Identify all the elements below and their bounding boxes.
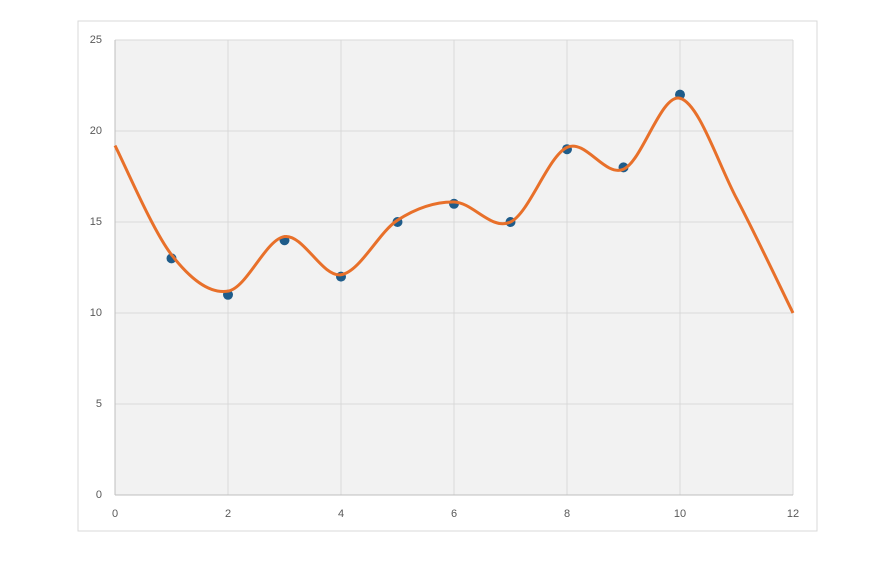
x-tick-label: 4 [338, 508, 344, 520]
y-tick-label: 20 [90, 125, 102, 137]
y-tick-label: 25 [90, 34, 102, 46]
y-tick-label: 0 [96, 489, 102, 501]
x-tick-label: 12 [787, 508, 799, 520]
y-tick-label: 15 [90, 216, 102, 228]
x-tick-label: 8 [564, 508, 570, 520]
x-tick-label: 2 [225, 508, 231, 520]
x-tick-label: 10 [674, 508, 686, 520]
fit-line [113, 96, 795, 314]
x-tick-label: 0 [112, 508, 118, 520]
y-tick-label: 10 [90, 307, 102, 319]
x-tick-label: 6 [451, 508, 457, 520]
y-tick-label: 5 [96, 398, 102, 410]
